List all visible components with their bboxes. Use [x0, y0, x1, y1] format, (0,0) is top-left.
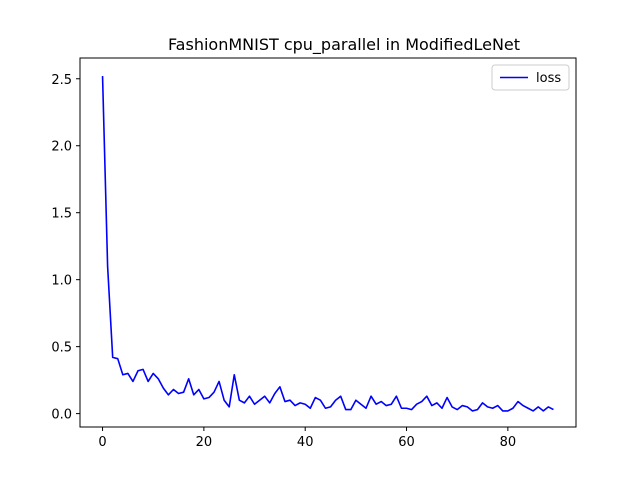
- x-axis: 0 20 40 60 80: [98, 427, 516, 450]
- series-line-loss: [101, 76, 554, 412]
- x-tick-label: 0: [98, 435, 106, 450]
- x-tick-label: 80: [500, 435, 517, 450]
- series-layer: [101, 76, 554, 412]
- plot-area: [79, 57, 577, 428]
- x-tick-label: 20: [196, 435, 213, 450]
- y-tick-label: 0.0: [51, 408, 72, 423]
- legend-label: loss: [536, 71, 561, 86]
- x-tick-label: 60: [398, 435, 415, 450]
- y-tick-label: 2.5: [51, 73, 72, 88]
- legend: loss: [491, 64, 570, 91]
- y-tick-label: 1.5: [51, 207, 72, 222]
- y-tick-label: 1.0: [51, 274, 72, 289]
- y-tick-label: 2.0: [51, 140, 72, 155]
- legend-box: [491, 64, 570, 91]
- x-tick-label: 40: [297, 435, 314, 450]
- y-axis: 0.0 0.5 1.0 1.5 2.0 2.5: [51, 73, 80, 423]
- y-tick-label: 0.5: [51, 341, 72, 356]
- chart-title: FashionMNIST cpu_parallel in ModifiedLeN…: [168, 35, 520, 55]
- plot-frame: [79, 57, 577, 428]
